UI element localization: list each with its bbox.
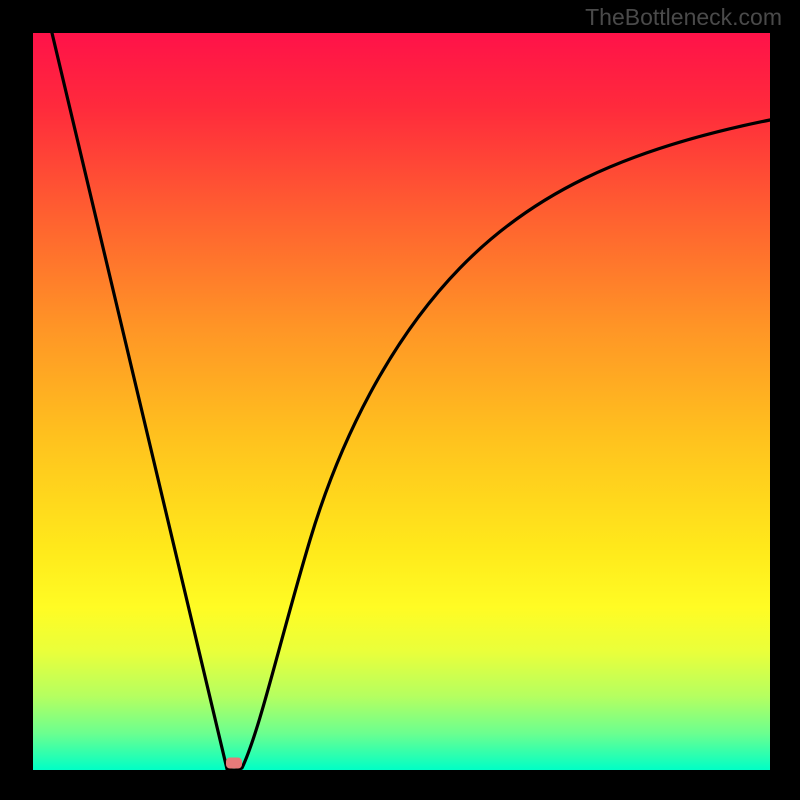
gradient-background	[33, 33, 770, 770]
dip-marker	[226, 758, 242, 769]
bottleneck-chart	[0, 0, 800, 800]
chart-container: TheBottleneck.com	[0, 0, 800, 800]
watermark-text: TheBottleneck.com	[585, 4, 782, 31]
